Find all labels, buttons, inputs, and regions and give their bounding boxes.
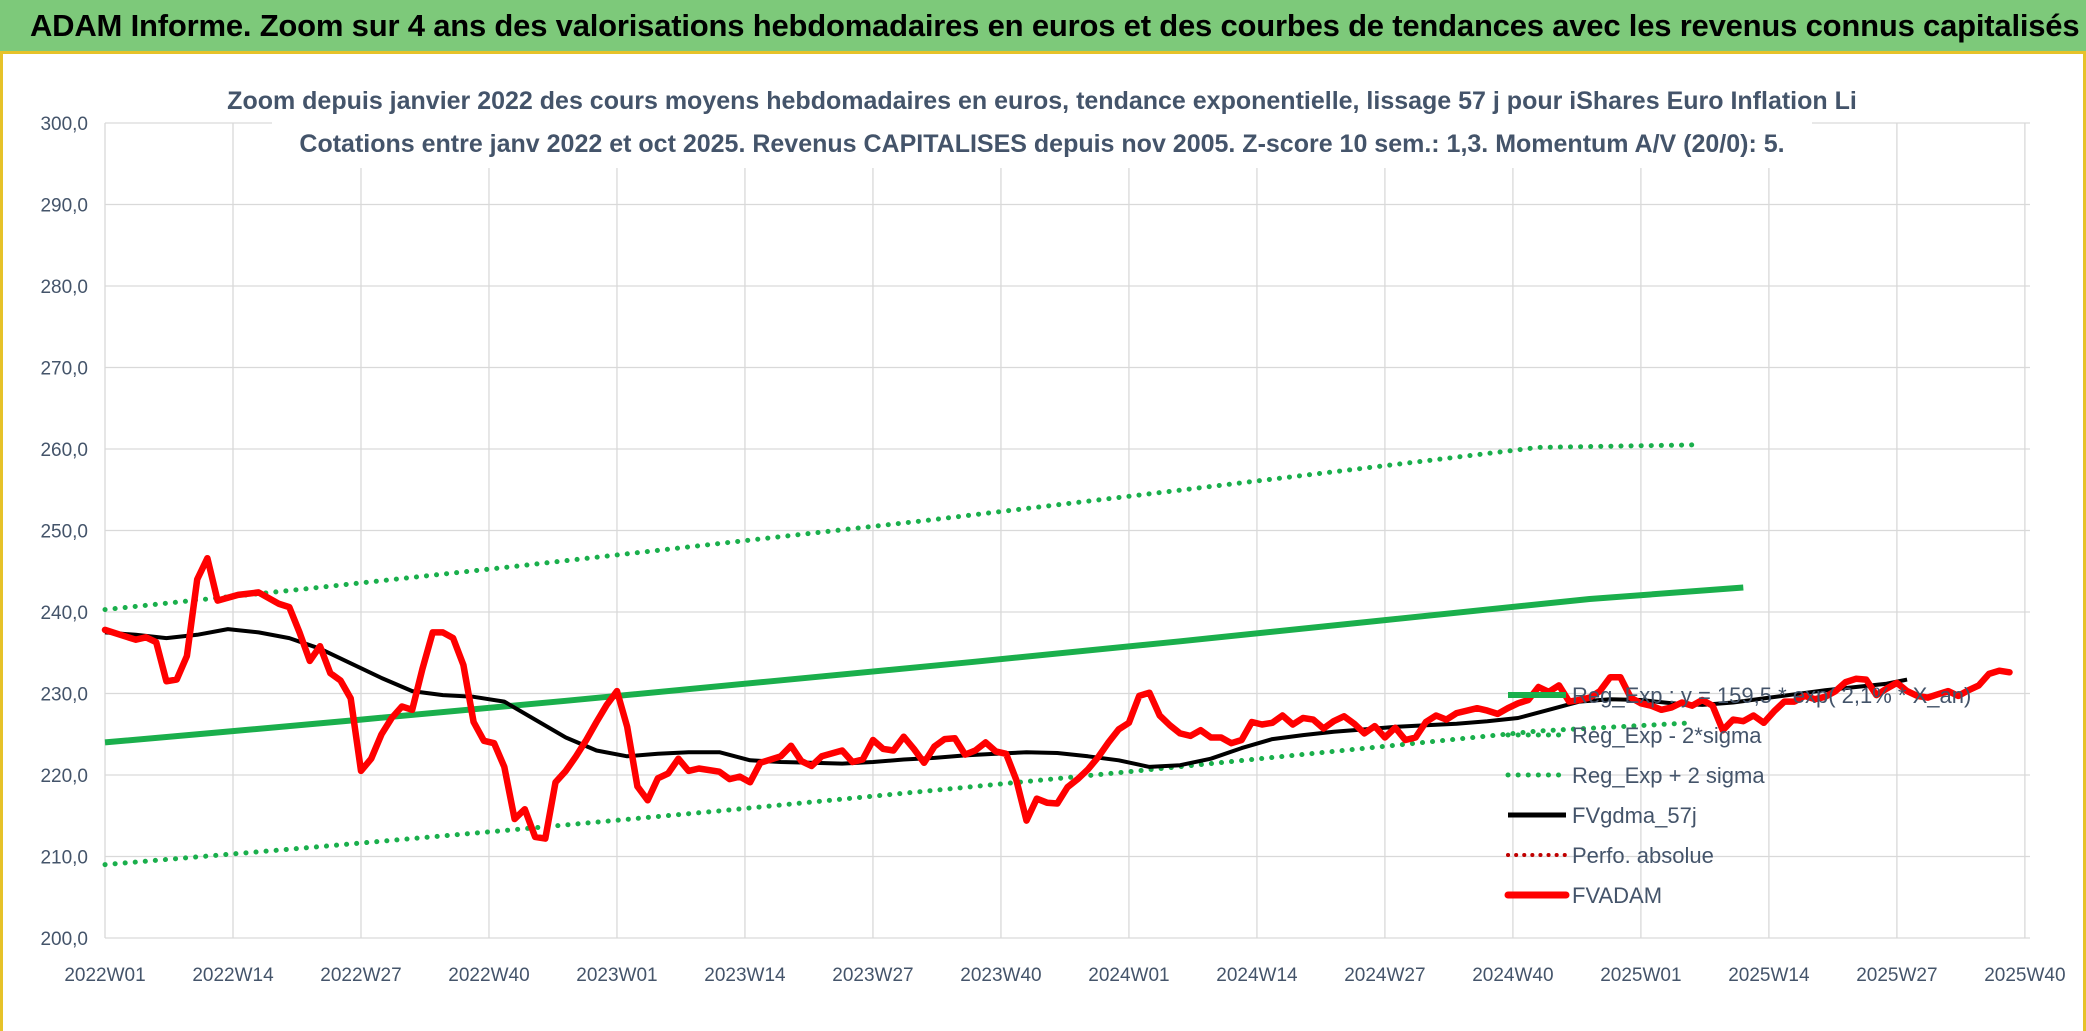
chart-title: Zoom depuis janvier 2022 des cours moyen…	[227, 87, 1857, 115]
legend-fvgdma-57j-label: FVgdma_57j	[1572, 803, 1697, 828]
x-axis: 2022W01 2022W14 2022W27 2022W40 2023W01 2023W…	[64, 965, 2065, 986]
x-tick-label: 2022W01	[64, 965, 145, 986]
y-tick-label: 230,0	[40, 685, 88, 706]
reg-exp-minus-2sigma-line	[102, 720, 1695, 868]
y-tick-label: 290,0	[40, 196, 88, 217]
report-banner: ADAM Informe. Zoom sur 4 ans des valoris…	[0, 0, 2086, 54]
y-tick-label: 300,0	[40, 114, 88, 135]
title-backdrop	[272, 78, 1812, 168]
fvgdma-57j-line	[104, 627, 1908, 769]
y-tick-label: 280,0	[40, 277, 88, 298]
legend-fvadam-label: FVADAM	[1572, 883, 1662, 908]
chart-subtitle: Cotations entre janv 2022 et oct 2025. R…	[299, 130, 1784, 158]
y-tick-label: 220,0	[40, 766, 88, 787]
chart-grid	[104, 122, 2030, 939]
legend-reg-exp-plus-2sigma-label: Reg_Exp + 2 sigma	[1572, 763, 1765, 788]
x-tick-label: 2022W40	[448, 965, 529, 986]
y-tick-label: 210,0	[40, 848, 88, 869]
y-tick-label: 260,0	[40, 440, 88, 461]
legend-perfo-absolue-label: Perfo. absolue	[1572, 843, 1714, 868]
x-tick-label: 2024W01	[1088, 965, 1169, 986]
x-tick-label: 2024W14	[1216, 965, 1298, 986]
x-tick-label: 2024W27	[1344, 965, 1425, 986]
x-tick-label: 2024W40	[1472, 965, 1553, 986]
legend-reg-exp-minus-2sigma-label: Reg_Exp - 2*sigma	[1572, 723, 1762, 748]
y-tick-label: 270,0	[40, 359, 88, 380]
chart-legend: Reg_Exp : y = 159,5 * exp( 2,1% * X_an) R…	[1504, 683, 1971, 908]
legend-reg-exp-label: Reg_Exp : y = 159,5 * exp( 2,1% * X_an)	[1572, 683, 1971, 708]
plot-area	[101, 442, 2013, 868]
report-title: ADAM Informe. Zoom sur 4 ans des valoris…	[30, 8, 2080, 43]
reg-exp-line	[104, 584, 1744, 746]
reg-exp-plus-2sigma-line	[102, 442, 1695, 613]
x-tick-label: 2022W14	[192, 965, 274, 986]
x-tick-label: 2025W14	[1728, 965, 1810, 986]
x-tick-label: 2023W40	[960, 965, 1041, 986]
x-tick-label: 2023W27	[832, 965, 913, 986]
y-axis: 300,0 290,0 280,0 270,0 260,0 250,0 240,0 230,0…	[40, 114, 88, 950]
y-tick-label: 250,0	[40, 522, 88, 543]
fvadam-line	[101, 554, 2013, 842]
chart-frame	[0, 54, 2086, 1031]
x-tick-label: 2022W27	[320, 965, 401, 986]
x-tick-label: 2025W40	[1984, 965, 2065, 986]
y-tick-label: 240,0	[40, 603, 88, 624]
x-tick-label: 2025W01	[1600, 965, 1681, 986]
x-tick-label: 2023W01	[576, 965, 657, 986]
y-tick-label: 200,0	[40, 929, 88, 950]
x-tick-label: 2023W14	[704, 965, 786, 986]
x-tick-label: 2025W27	[1856, 965, 1937, 986]
